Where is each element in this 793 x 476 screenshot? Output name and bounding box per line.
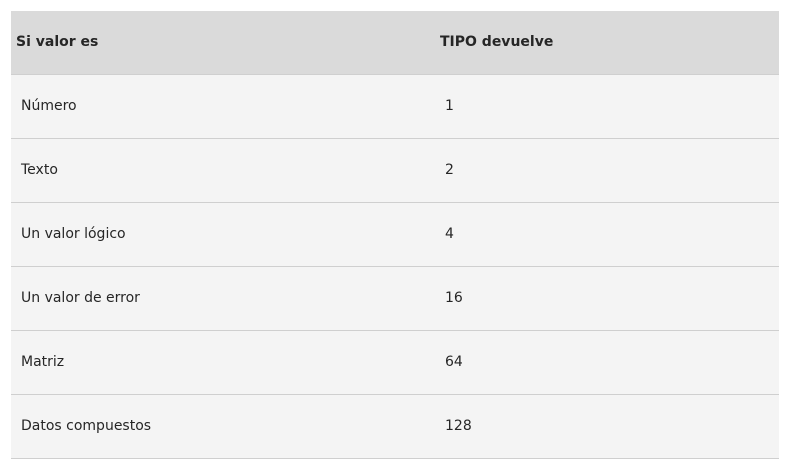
cell-type: 1 — [445, 98, 454, 114]
table-body: Número 1 Texto 2 Un valor lógico 4 Un va… — [11, 74, 779, 458]
cell-value: Un valor de error — [21, 290, 140, 306]
type-return-table: Si valor es TIPO devuelve Número 1 Texto… — [11, 11, 779, 459]
header-row: Si valor es TIPO devuelve — [11, 11, 779, 74]
header-type-returns: TIPO devuelve — [440, 34, 554, 51]
type-table-container: Si valor es TIPO devuelve Número 1 Texto… — [11, 11, 779, 459]
table-row: Texto 2 — [11, 138, 779, 202]
table-row: Datos compuestos 128 — [11, 394, 779, 458]
table-row: Un valor de error 16 — [11, 266, 779, 330]
cell-value: Un valor lógico — [21, 226, 126, 242]
header-value-is: Si valor es — [16, 34, 99, 51]
cell-value: Número — [21, 98, 77, 114]
table-row: Número 1 — [11, 74, 779, 138]
cell-type: 64 — [445, 354, 463, 370]
cell-type: 2 — [445, 162, 454, 178]
cell-value: Datos compuestos — [21, 418, 152, 434]
cell-value: Texto — [21, 162, 58, 178]
cell-type: 16 — [445, 290, 463, 306]
table-row: Un valor lógico 4 — [11, 202, 779, 266]
cell-type: 4 — [445, 226, 454, 242]
cell-type: 128 — [445, 418, 472, 434]
table-row: Matriz 64 — [11, 330, 779, 394]
cell-value: Matriz — [21, 354, 65, 370]
table-header: Si valor es TIPO devuelve — [11, 11, 779, 74]
